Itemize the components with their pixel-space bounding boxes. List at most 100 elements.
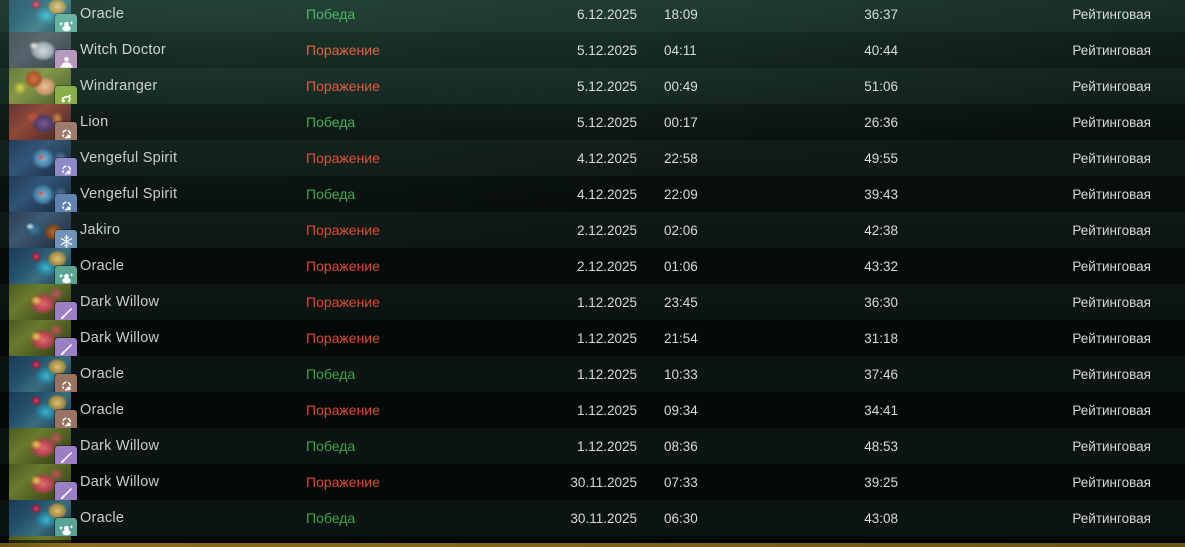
bottom-gold-rule	[0, 543, 1185, 547]
hero-cell[interactable]	[9, 140, 77, 180]
match-mode: Рейтинговая	[1072, 6, 1151, 22]
hero-cell[interactable]	[9, 320, 77, 360]
hero-name: Oracle	[80, 510, 125, 526]
match-time: 07:33	[664, 474, 698, 490]
hero-cell[interactable]	[9, 428, 77, 468]
match-time: 00:49	[664, 78, 698, 94]
match-mode: Рейтинговая	[1072, 474, 1151, 490]
match-duration: 36:37	[864, 6, 898, 22]
match-duration: 36:30	[864, 294, 898, 310]
hero-cell[interactable]	[9, 176, 77, 216]
match-duration: 43:32	[864, 258, 898, 274]
match-row[interactable]: Oracle Победа 30.11.2025 06:30 43:08 Рейтинго…	[0, 500, 1185, 540]
hero-name: Windranger	[80, 78, 158, 94]
match-time: 22:58	[664, 150, 698, 166]
hero-cell[interactable]	[9, 356, 77, 396]
match-row[interactable]: Witch Doctor Поражение 5.12.2025 04:11 40:44…	[0, 32, 1185, 72]
match-mode: Рейтинговая	[1072, 294, 1151, 310]
match-date: 2.12.2025	[576, 222, 637, 238]
match-row[interactable]: Oracle Победа 1.12.2025 10:33 37:46 Рейтингов…	[0, 356, 1185, 396]
match-result-win: Победа	[306, 114, 356, 130]
hero-cell[interactable]	[9, 32, 77, 72]
match-duration: 37:46	[864, 366, 898, 382]
match-time: 10:33	[664, 366, 698, 382]
match-time: 02:06	[664, 222, 698, 238]
match-duration: 39:43	[864, 186, 898, 202]
match-duration: 42:38	[864, 222, 898, 238]
match-row[interactable]: Dark Willow Поражение 1.12.2025 23:45 36:30 Р…	[0, 284, 1185, 324]
match-duration: 40:44	[864, 42, 898, 58]
hero-name: Dark Willow	[80, 438, 160, 454]
match-mode: Рейтинговая	[1072, 222, 1151, 238]
match-date: 4.12.2025	[576, 150, 637, 166]
hero-name: Dark Willow	[80, 330, 160, 346]
match-result-loss: Поражение	[306, 258, 380, 274]
hero-cell[interactable]	[9, 68, 77, 108]
match-result-win: Победа	[306, 510, 356, 526]
hero-cell[interactable]	[9, 104, 77, 144]
match-result-loss: Поражение	[306, 42, 380, 58]
match-time: 21:54	[664, 330, 698, 346]
hero-cell[interactable]	[9, 0, 77, 36]
match-date: 5.12.2025	[576, 78, 637, 94]
hero-name: Dark Willow	[80, 474, 160, 490]
match-result-loss: Поражение	[306, 78, 380, 94]
match-duration: 31:18	[864, 330, 898, 346]
hero-cell[interactable]	[9, 500, 77, 540]
match-row[interactable]: Oracle Победа 6.12.2025 18:09 36:37 Рейтингов…	[0, 0, 1185, 36]
match-time: 09:34	[664, 402, 698, 418]
match-duration: 26:36	[864, 114, 898, 130]
match-row[interactable]: Lion Победа 5.12.2025 00:17 26:36 Рейтинговая	[0, 104, 1185, 144]
match-mode: Рейтинговая	[1072, 258, 1151, 274]
match-row[interactable]: Dark Willow Поражение 1.12.2025 21:54 31:18 Р…	[0, 320, 1185, 360]
hero-cell[interactable]	[9, 284, 77, 324]
match-date: 1.12.2025	[576, 438, 637, 454]
match-row[interactable]: Oracle Поражение 1.12.2025 09:34 34:41 Рейтин…	[0, 392, 1185, 432]
match-result-loss: Поражение	[306, 474, 380, 490]
match-date: 5.12.2025	[576, 42, 637, 58]
match-date: 1.12.2025	[576, 402, 637, 418]
match-duration: 43:08	[864, 510, 898, 526]
match-time: 06:30	[664, 510, 698, 526]
match-mode: Рейтинговая	[1072, 510, 1151, 526]
match-mode: Рейтинговая	[1072, 366, 1151, 382]
hero-name: Jakiro	[80, 222, 121, 238]
match-result-loss: Поражение	[306, 222, 380, 238]
match-mode: Рейтинговая	[1072, 114, 1151, 130]
hero-cell[interactable]	[9, 248, 77, 288]
match-duration: 34:41	[864, 402, 898, 418]
match-time: 18:09	[664, 6, 698, 22]
match-time: 22:09	[664, 186, 698, 202]
hero-cell[interactable]	[9, 464, 77, 504]
match-duration: 39:25	[864, 474, 898, 490]
hero-name: Oracle	[80, 258, 125, 274]
match-row[interactable]: Jakiro Поражение 2.12.2025 02:06 42:38 Рейтин…	[0, 212, 1185, 252]
match-row[interactable]: Oracle Поражение 2.12.2025 01:06 43:32 Рейтин…	[0, 248, 1185, 288]
match-date: 1.12.2025	[576, 366, 637, 382]
match-date: 30.11.2025	[570, 510, 637, 526]
match-mode: Рейтинговая	[1072, 78, 1151, 94]
hero-name: Vengeful Spirit	[80, 186, 178, 202]
hero-name: Oracle	[80, 6, 125, 22]
match-row[interactable]: Vengeful Spirit Победа 4.12.2025 22:09 39:43…	[0, 176, 1185, 216]
match-result-loss: Поражение	[306, 150, 380, 166]
match-result-loss: Поражение	[306, 330, 380, 346]
match-row[interactable]: Dark Willow Победа 1.12.2025 08:36 48:53 Рейт…	[0, 428, 1185, 468]
hero-cell[interactable]	[9, 392, 77, 432]
match-mode: Рейтинговая	[1072, 150, 1151, 166]
match-result-loss: Поражение	[306, 402, 380, 418]
hero-name: Vengeful Spirit	[80, 150, 178, 166]
hero-name: Lion	[80, 114, 109, 130]
match-date: 4.12.2025	[576, 186, 637, 202]
match-row[interactable]: Dark Willow Поражение 30.11.2025 07:33 39:25…	[0, 464, 1185, 504]
match-row[interactable]: Vengeful Spirit Поражение 4.12.2025 22:58 49…	[0, 140, 1185, 180]
match-mode: Рейтинговая	[1072, 42, 1151, 58]
match-result-win: Победа	[306, 186, 356, 202]
match-result-win: Победа	[306, 6, 356, 22]
hero-name: Oracle	[80, 366, 125, 382]
match-duration: 51:06	[864, 78, 898, 94]
hero-cell[interactable]	[9, 212, 77, 252]
match-row[interactable]: Windranger Поражение 5.12.2025 00:49 51:06 Ре…	[0, 68, 1185, 108]
